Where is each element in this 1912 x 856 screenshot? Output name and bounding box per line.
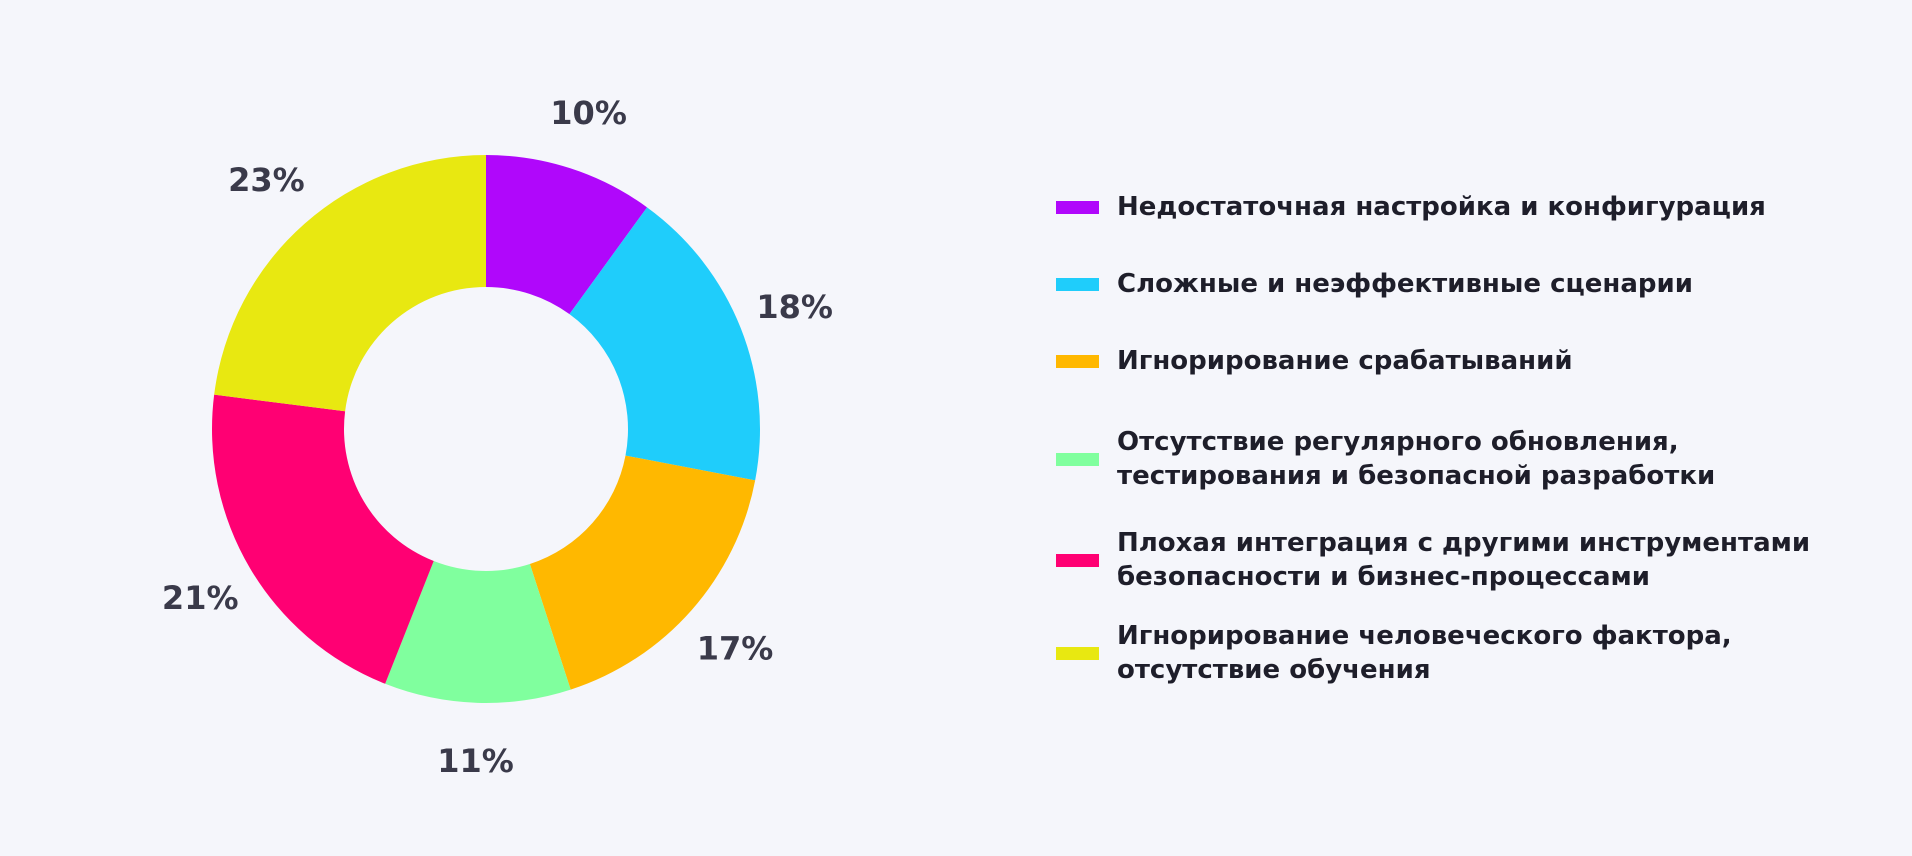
legend-swatch [1056,200,1099,214]
legend-swatch [1056,354,1099,368]
legend-item-scenarios: Сложные и неэффективные сценарии [1056,267,1693,301]
legend-label: Недостаточная настройка и конфигурация [1117,192,1766,222]
slice-percent-label: 17% [697,630,774,668]
legend-item-integration: Плохая интеграция с другими инструментам… [1056,526,1810,594]
slice-percent-label: 18% [756,288,833,326]
legend-label: Плохая интеграция с другими инструментам… [1117,528,1811,592]
legend-item-human-factor: Игнорирование человеческого фактора, отс… [1056,619,1732,687]
slice-percent-label: 10% [550,94,627,132]
donut-chart: 10% 18% 17% 11% 21% 23% [162,94,833,780]
legend-item-config: Недостаточная настройка и конфигурация [1056,190,1766,224]
legend-label: Сложные и неэффективные сценарии [1117,269,1693,299]
legend-item-updates: Отсутствие регулярного обновления, тести… [1056,425,1715,493]
legend-swatch [1056,277,1099,291]
slice-percent-label: 21% [162,579,239,617]
legend-swatch [1056,646,1099,660]
legend-swatch [1056,452,1099,466]
legend-label: Игнорирование срабатываний [1117,346,1573,376]
slice-percent-label: 11% [437,742,514,780]
donut-slice [214,155,486,412]
donut-slice [385,561,571,703]
donut-slice [212,394,434,684]
legend-label: Отсутствие регулярного обновления, тести… [1117,427,1716,491]
legend-swatch [1056,553,1099,567]
legend-label: Игнорирование человеческого фактора, отс… [1117,621,1732,685]
legend-item-alerts: Игнорирование срабатываний [1056,344,1573,378]
donut-slice [529,455,756,690]
slice-percent-label: 23% [228,161,305,199]
donut-slice [486,155,648,315]
donut-slice [569,207,760,481]
